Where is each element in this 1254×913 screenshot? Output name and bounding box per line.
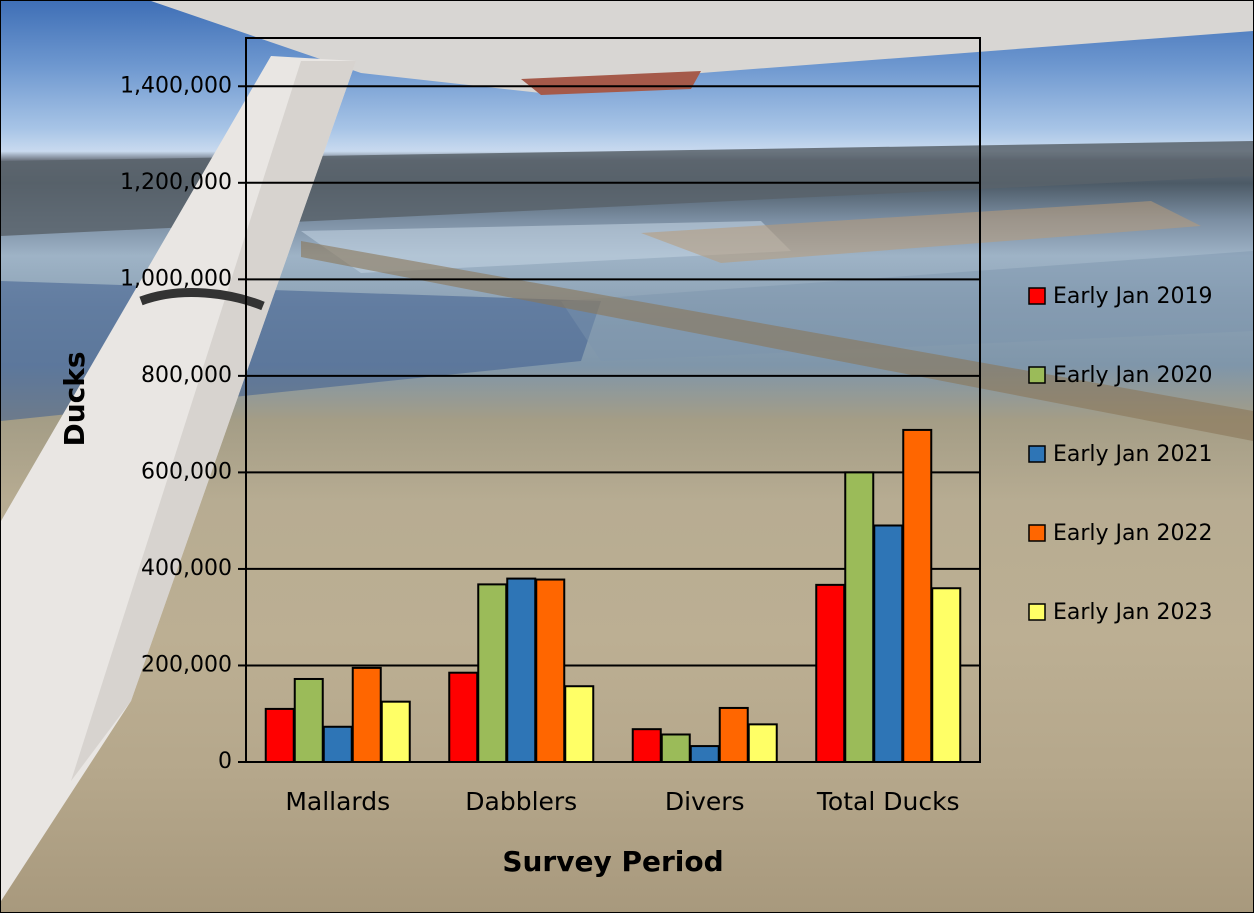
bar <box>718 706 749 764</box>
legend-label: Early Jan 2022 <box>1053 521 1212 546</box>
legend-swatch <box>1028 366 1046 384</box>
y-tick-label: 400,000 <box>141 556 232 581</box>
bar <box>535 578 566 763</box>
bar <box>264 707 295 764</box>
legend-label: Early Jan 2020 <box>1053 363 1212 388</box>
bar <box>844 471 875 763</box>
bar <box>689 745 720 764</box>
bar <box>747 723 778 763</box>
y-tick-label: 0 <box>218 749 232 774</box>
y-tick-label: 200,000 <box>141 652 232 677</box>
bar <box>322 725 353 763</box>
y-tick-label: 1,200,000 <box>120 170 232 195</box>
y-tick-label: 1,000,000 <box>120 266 232 291</box>
legend: Early Jan 2019 Early Jan 2020 Early Jan 20… <box>1028 284 1212 625</box>
bar <box>351 666 382 764</box>
legend-swatch <box>1028 603 1046 621</box>
x-tick-label: Dabblers <box>465 787 577 816</box>
y-axis-title: Ducks <box>58 351 91 446</box>
plot-area: 0 200,000 400,000 600,000 800,000 1,000,000 1,… <box>120 37 981 816</box>
wing-underside <box>151 1 1253 93</box>
x-tick-label: Total Ducks <box>816 787 960 816</box>
bar <box>660 733 691 763</box>
x-axis-title: Survey Period <box>502 845 723 878</box>
bar <box>380 700 411 764</box>
legend-label: Early Jan 2019 <box>1053 284 1212 309</box>
bar <box>506 577 537 763</box>
strut-band <box>139 288 265 311</box>
field-patch <box>641 201 1201 263</box>
y-tick-label: 800,000 <box>141 363 232 388</box>
bar <box>631 728 662 763</box>
legend-swatch <box>1028 287 1046 305</box>
x-tick-label: Mallards <box>285 787 390 816</box>
legend-swatch <box>1028 445 1046 463</box>
x-tick-label: Divers <box>665 787 745 816</box>
bar <box>564 685 595 763</box>
bar <box>815 583 846 763</box>
bar <box>931 587 962 763</box>
bar <box>448 671 479 763</box>
wing-strut-shadow <box>71 61 356 781</box>
bar <box>873 524 904 764</box>
levee-road <box>301 241 1253 441</box>
y-tick-label: 1,400,000 <box>120 73 232 98</box>
bar <box>293 677 324 763</box>
y-tick-label: 600,000 <box>141 459 232 484</box>
bar <box>477 583 508 763</box>
wing-stripe <box>521 71 701 95</box>
legend-swatch <box>1028 524 1046 542</box>
legend-label: Early Jan 2021 <box>1053 442 1212 467</box>
bar <box>902 428 933 763</box>
legend-label: Early Jan 2023 <box>1053 600 1212 625</box>
